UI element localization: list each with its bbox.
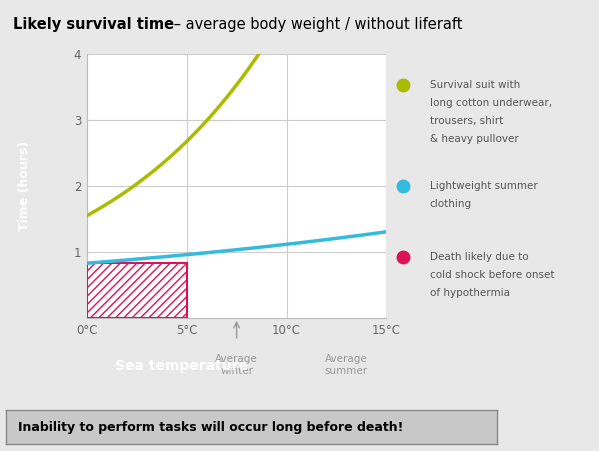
Text: trousers, shirt: trousers, shirt	[429, 116, 503, 126]
Text: – average body weight / without liferaft: – average body weight / without liferaft	[168, 17, 462, 32]
Text: Death likely due to: Death likely due to	[429, 252, 528, 262]
Text: cold shock before onset: cold shock before onset	[429, 270, 554, 280]
Text: Lightweight summer: Lightweight summer	[429, 181, 537, 191]
Text: of hypothermia: of hypothermia	[429, 288, 510, 298]
Text: long cotton underwear,: long cotton underwear,	[429, 98, 552, 108]
Text: Average
summer: Average summer	[325, 354, 368, 376]
Bar	[87, 263, 187, 318]
Text: Survival suit with: Survival suit with	[429, 80, 520, 90]
Text: Time (hours): Time (hours)	[18, 141, 31, 231]
Text: clothing: clothing	[429, 199, 471, 209]
Text: Likely survival time: Likely survival time	[13, 17, 174, 32]
Text: & heavy pullover: & heavy pullover	[429, 134, 518, 144]
Bar	[87, 263, 187, 318]
Text: Sea temperature: Sea temperature	[114, 359, 248, 373]
Text: Inability to perform tasks will occur long before death!: Inability to perform tasks will occur lo…	[19, 421, 404, 434]
Text: Average
winter: Average winter	[215, 354, 258, 376]
